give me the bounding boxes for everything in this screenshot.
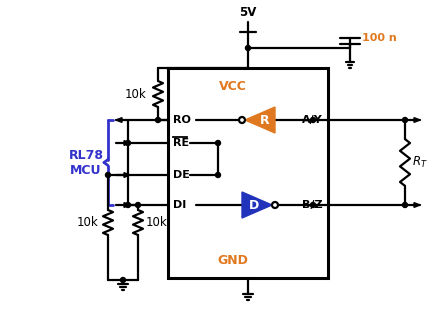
Text: 5V: 5V [239, 5, 257, 18]
Text: GND: GND [218, 253, 248, 267]
Circle shape [311, 203, 315, 207]
Text: RO: RO [173, 115, 191, 125]
Circle shape [121, 278, 126, 282]
Circle shape [216, 173, 220, 177]
Polygon shape [124, 141, 130, 146]
Circle shape [245, 45, 251, 51]
Text: DI: DI [173, 200, 186, 210]
Text: 100 n: 100 n [362, 33, 397, 43]
Text: A/Y: A/Y [302, 115, 323, 125]
Circle shape [105, 173, 111, 177]
Circle shape [126, 203, 130, 207]
Circle shape [272, 202, 278, 208]
Polygon shape [124, 203, 130, 207]
Polygon shape [124, 173, 130, 177]
Text: DE: DE [173, 170, 190, 180]
Circle shape [156, 118, 161, 122]
Text: RE: RE [173, 138, 189, 148]
Circle shape [126, 140, 130, 146]
Text: VCC: VCC [219, 80, 247, 92]
Circle shape [136, 203, 140, 207]
Polygon shape [116, 118, 122, 122]
Bar [168, 68, 328, 278]
Polygon shape [414, 203, 420, 207]
Text: 10k: 10k [125, 88, 147, 100]
Circle shape [216, 140, 220, 146]
Text: D: D [249, 198, 259, 212]
Circle shape [239, 117, 245, 123]
Polygon shape [414, 118, 420, 122]
Circle shape [403, 118, 407, 122]
Text: 10k: 10k [77, 216, 99, 229]
Text: R: R [260, 113, 270, 127]
Text: $R_T$: $R_T$ [412, 155, 428, 170]
Text: B/Z: B/Z [302, 200, 323, 210]
Circle shape [403, 203, 407, 207]
Text: RL78
MCU: RL78 MCU [69, 148, 104, 176]
Circle shape [311, 118, 315, 122]
Polygon shape [245, 107, 275, 133]
Text: 10k: 10k [146, 216, 168, 229]
Polygon shape [242, 192, 272, 218]
